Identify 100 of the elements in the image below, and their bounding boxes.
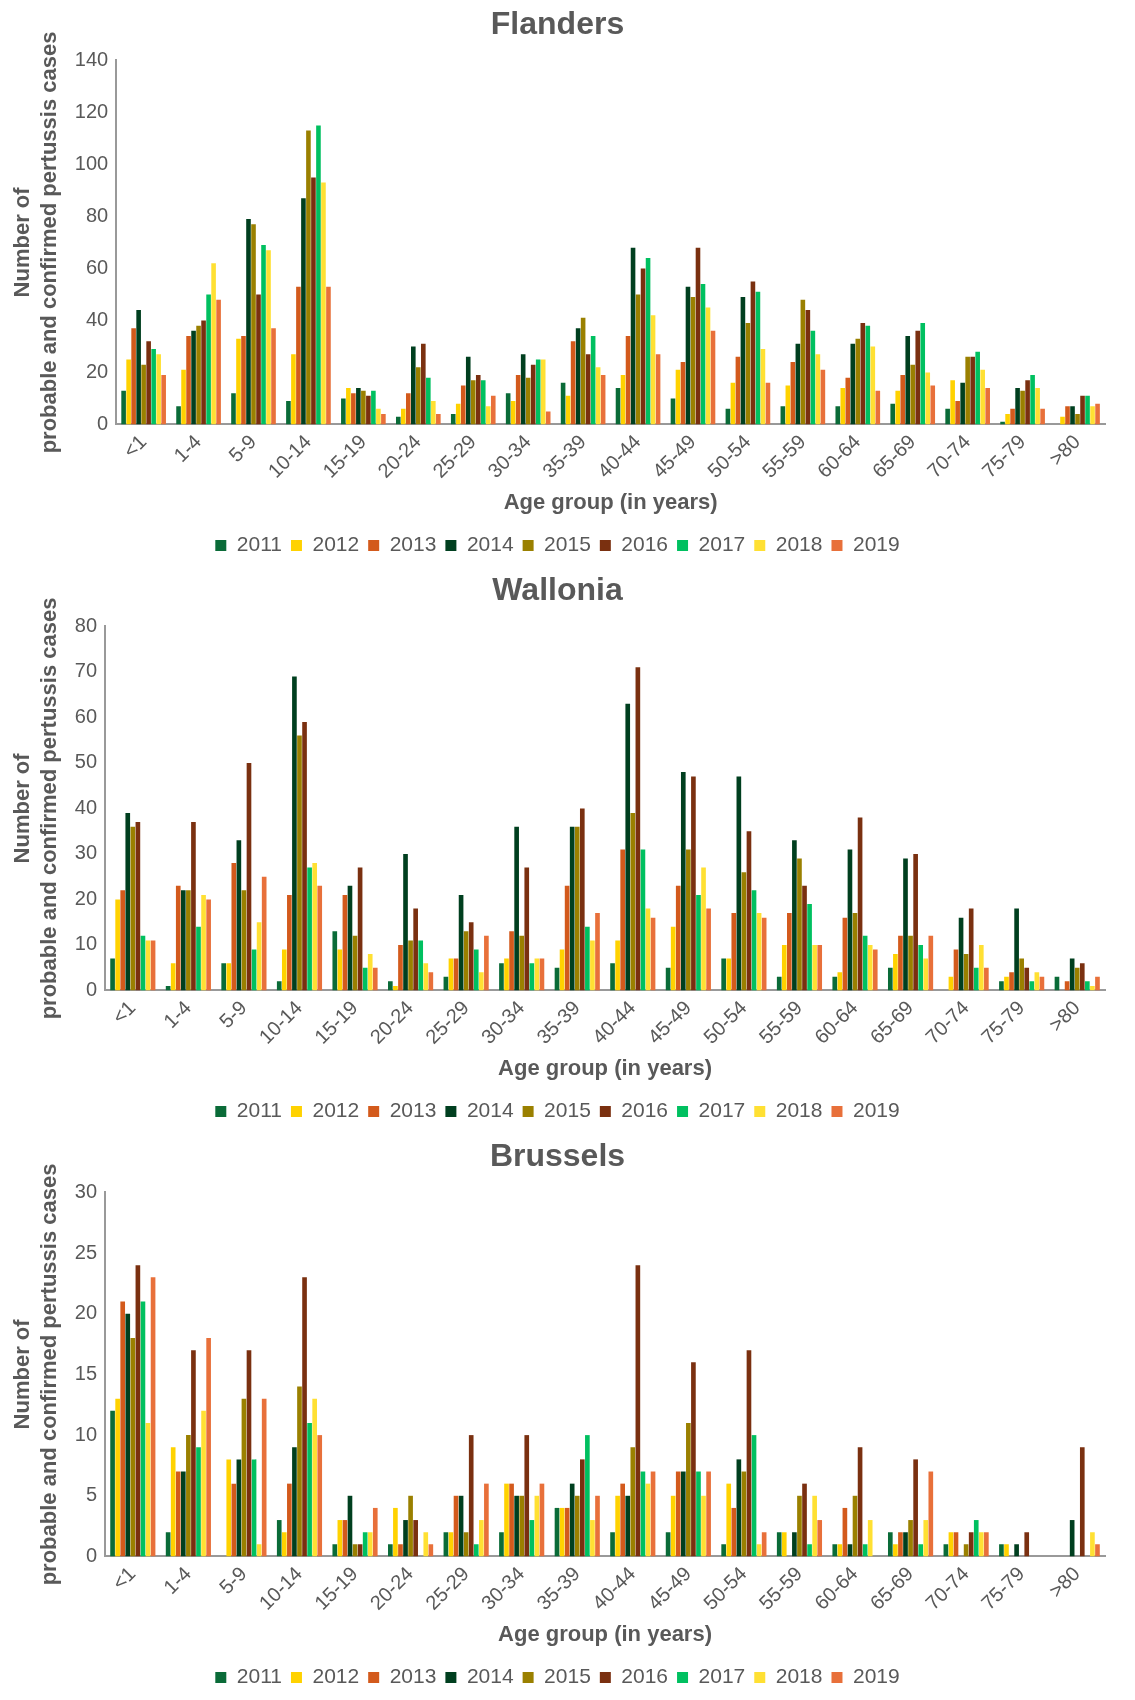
bar [701, 1495, 706, 1557]
y-tick-label: 140 [74, 47, 109, 70]
bar [817, 944, 823, 991]
bar [416, 367, 421, 425]
bar [860, 323, 866, 425]
bar [346, 388, 351, 425]
legend-label: 2013 [389, 1664, 437, 1688]
bar [426, 377, 431, 425]
bar [490, 395, 496, 425]
legend-label: 2017 [698, 1664, 746, 1688]
bar [706, 1471, 711, 1557]
bar [832, 1544, 838, 1557]
bar [413, 1520, 418, 1557]
bar [180, 1471, 186, 1557]
bar [292, 1447, 297, 1557]
bar [281, 949, 287, 991]
bar [978, 1532, 984, 1557]
bar [569, 1483, 575, 1557]
x-tick-label: 5-9 [214, 996, 251, 1033]
bar [484, 1483, 489, 1557]
legend-label: 2012 [312, 1664, 360, 1688]
bar [418, 940, 424, 991]
bar [812, 1495, 817, 1557]
bar [393, 985, 398, 991]
y-tick-label: 100 [74, 151, 109, 174]
bar [726, 958, 732, 991]
bar [276, 1520, 282, 1557]
bar [905, 336, 911, 425]
legend-label: 2019 [852, 1664, 900, 1688]
bar [287, 894, 292, 991]
bar [980, 369, 985, 425]
bar [965, 356, 970, 425]
bar [691, 1362, 696, 1557]
bar [887, 967, 893, 991]
legend-label: 2016 [621, 532, 669, 556]
bar [837, 1544, 843, 1557]
y-axis-title: Number of probable and confirmed pertussis cases [9, 597, 61, 1020]
bar [403, 853, 408, 991]
bar [1095, 1544, 1100, 1557]
bar [367, 954, 373, 991]
bar [1065, 406, 1070, 425]
bar [261, 876, 267, 991]
bar [136, 310, 141, 425]
bar [680, 772, 686, 991]
bar [479, 972, 484, 991]
bar [1090, 985, 1095, 991]
bar [696, 1471, 701, 1557]
bar [126, 359, 131, 425]
bar [574, 1495, 580, 1557]
bar [1060, 416, 1065, 425]
y-tick-label: 40 [74, 795, 98, 818]
bar [579, 808, 585, 991]
bar [610, 1532, 615, 1557]
y-tick-label: 30 [74, 841, 98, 864]
x-tick-label: 5-9 [224, 430, 261, 467]
bar [180, 890, 186, 991]
legend-label: 2017 [698, 532, 746, 556]
bar [923, 958, 929, 991]
bar [807, 904, 812, 991]
bar [408, 1495, 413, 1557]
y-tick-label: 25 [74, 1240, 98, 1263]
bar [120, 1301, 126, 1557]
bar [680, 1471, 686, 1557]
bar [1095, 976, 1100, 991]
bar [151, 349, 156, 425]
bar [721, 1544, 726, 1557]
bar [436, 414, 441, 425]
legend-label: 2018 [775, 1664, 823, 1688]
bar [625, 703, 631, 991]
bar [973, 967, 979, 991]
bar [1015, 388, 1020, 425]
bar [529, 1520, 535, 1557]
bar [1074, 967, 1080, 991]
bar [381, 414, 386, 425]
legend-label: 2019 [852, 532, 900, 556]
bar [514, 826, 519, 991]
bar [1024, 967, 1030, 991]
bar [307, 1422, 312, 1557]
bar [867, 944, 873, 991]
bar [475, 375, 481, 425]
bar [181, 369, 186, 425]
bar [893, 1544, 898, 1557]
bar [236, 338, 241, 425]
bar [918, 944, 924, 991]
legend-label: 2016 [621, 1664, 669, 1688]
bar [423, 963, 429, 991]
bar [955, 401, 960, 425]
y-tick-label: 60 [74, 704, 98, 727]
bar [468, 922, 474, 991]
bar [450, 414, 456, 425]
bar [918, 1544, 924, 1557]
bar [978, 944, 984, 991]
legend-label: 2012 [312, 1098, 360, 1122]
bar [130, 826, 136, 991]
bar [696, 894, 701, 991]
bar [175, 885, 181, 991]
legend-label: 2016 [621, 1098, 669, 1122]
bar [400, 408, 406, 425]
bar [569, 826, 575, 991]
y-tick-label: 20 [85, 359, 109, 382]
